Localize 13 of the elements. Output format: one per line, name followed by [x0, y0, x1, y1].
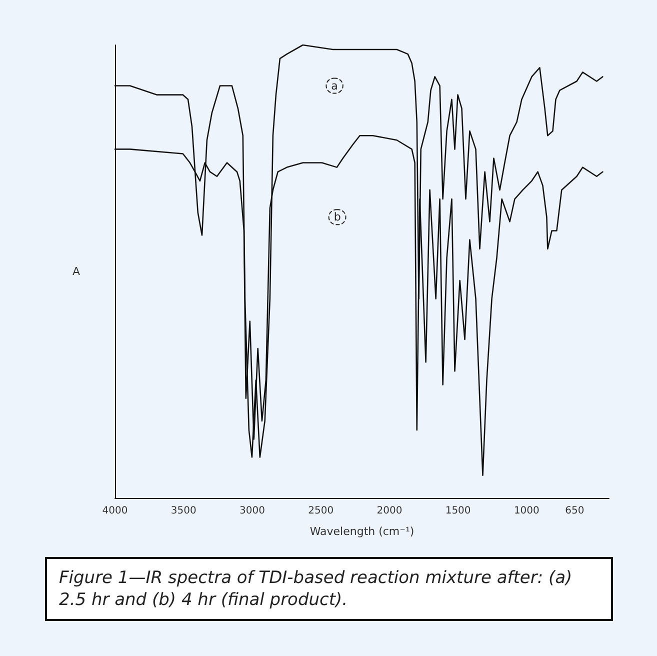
x-tick-label: 2000 — [376, 506, 402, 516]
annotation: b — [334, 210, 341, 224]
x-tick-label: 4000 — [102, 506, 128, 516]
x-tick-label: 3000 — [239, 506, 265, 516]
x-tick-label: 1000 — [514, 506, 540, 516]
annotation: a — [331, 79, 338, 92]
x-tick-label: 1500 — [445, 506, 471, 516]
x-tick-label: 3500 — [170, 506, 196, 516]
x-axis-title: Wavelength (cm⁻¹) — [310, 525, 414, 538]
caption: Figure 1—IR spectra of TDI-based reaction mixture after: (a) 2.5 hr and (b) 4 hr (final product). — [45, 557, 613, 621]
y-axis-title: A — [72, 265, 80, 278]
x-tick-label: 650 — [565, 506, 584, 516]
x-tick-label: 2500 — [308, 506, 334, 516]
